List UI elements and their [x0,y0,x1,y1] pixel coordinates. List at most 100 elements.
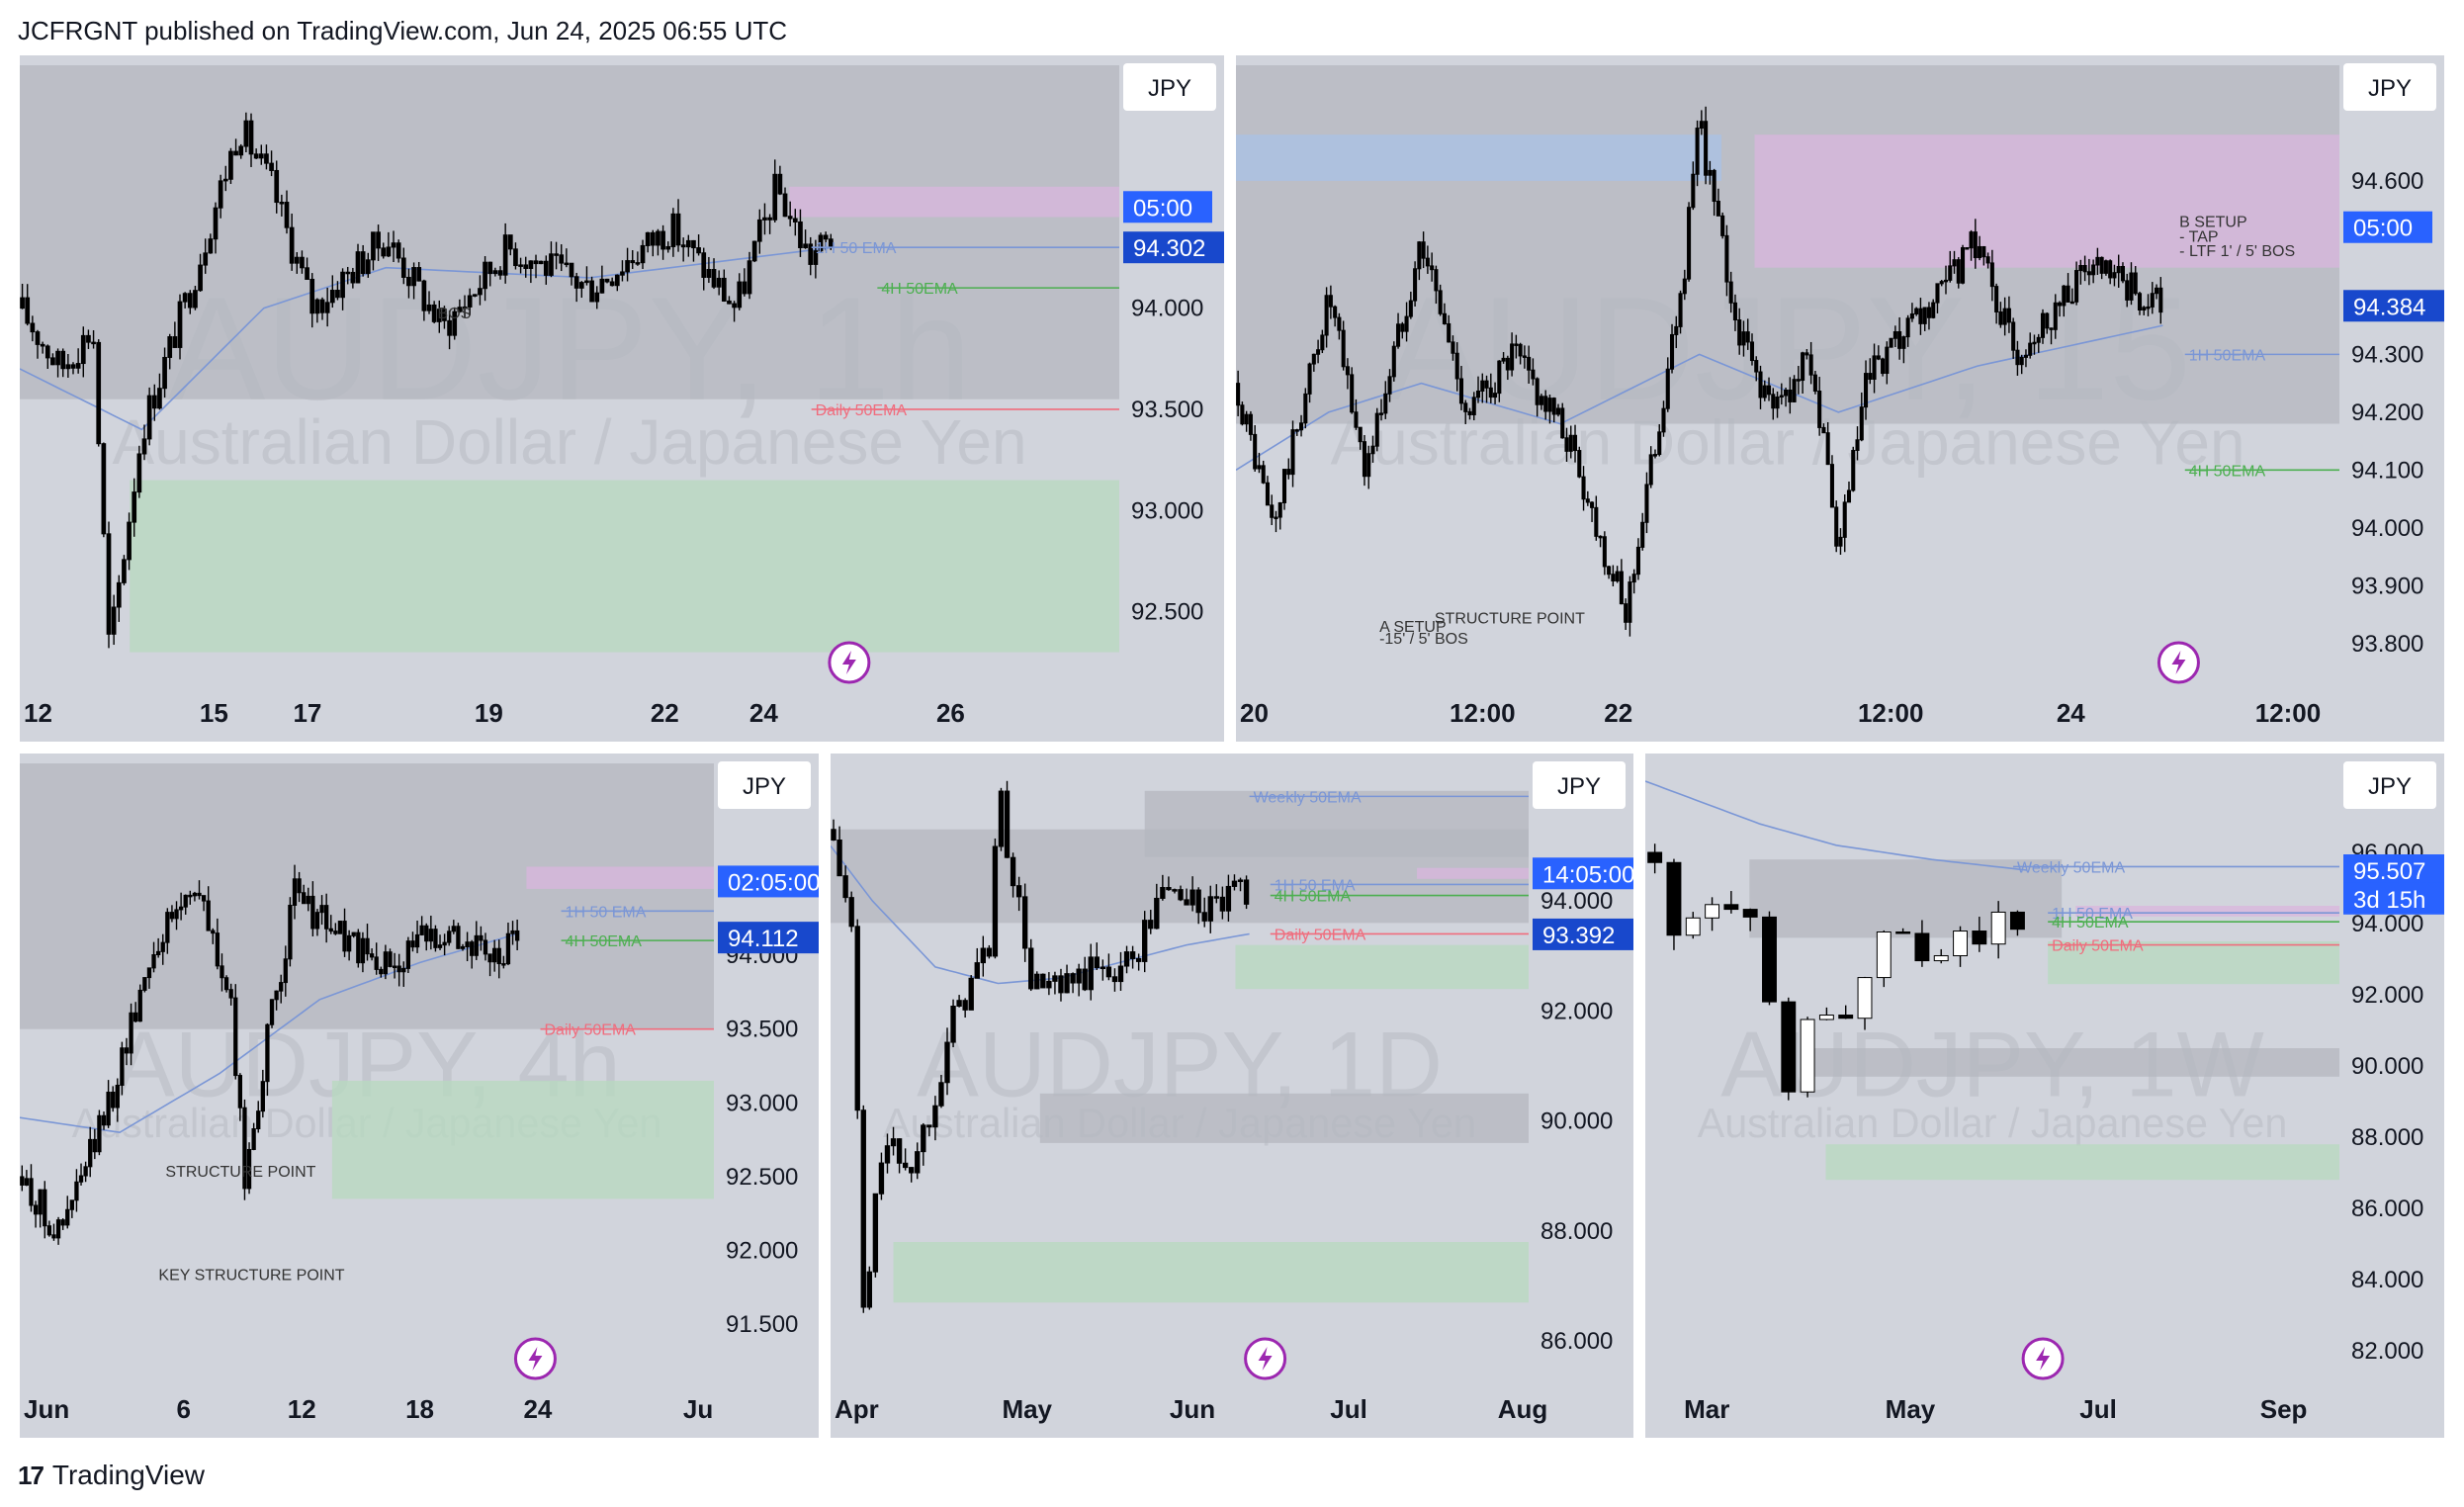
candle-body [635,262,641,265]
candle-body [146,967,152,979]
candle-body [29,1178,34,1206]
candle-body [1838,1015,1854,1019]
chart-1w[interactable]: AUDJPY, 1WAustralian Dollar / Japanese Y… [1645,754,2444,1438]
candle-body [1628,581,1632,623]
candle-body [30,322,36,333]
candle-body [206,900,211,931]
candle-body [1497,360,1502,395]
currency-button[interactable] [718,761,811,809]
price-axis[interactable]: 94.600 94.300 94.200 94.100 94.000 93.900 93.8… [2351,168,2423,658]
candle-body [1981,245,1986,258]
chart-panel-1w[interactable]: AUDJPY, 1WAustralian Dollar / Japanese Y… [1645,754,2444,1438]
candle-body [650,231,656,246]
candle-body [65,364,71,370]
candle-body [1577,450,1582,478]
candle-body [998,790,1005,847]
candle-body [487,261,493,275]
price-tag [2343,211,2432,243]
currency-button[interactable] [1533,761,1626,809]
ema-label: 4H 50EMA [566,933,643,950]
candle-body [614,274,620,287]
candle-body [40,343,45,347]
candle-body [660,230,665,250]
time-tick-label: 18 [405,1394,434,1424]
chart-panel-15m[interactable]: AUDJPY, 15Australian Dollar / Japanese Y… [1236,55,2444,742]
candle-body [300,256,305,269]
candles [1236,106,2163,637]
candle-body [383,951,389,975]
candle-body [1935,283,1940,304]
currency-button[interactable] [2343,761,2436,809]
chart-1h[interactable]: AUDJPY, 1hAustralian Dollar / Japanese Y… [20,55,1224,742]
candle-body [1812,374,1817,393]
lightning-bolt-glyph [528,1347,543,1371]
price-tick-label: 82.000 [2351,1338,2423,1365]
currency-button[interactable] [2343,63,2436,111]
candle-body [265,1023,270,1083]
candle-body [1034,973,1040,990]
time-tick-label: 22 [1604,698,1632,728]
candle-body [848,897,854,928]
candle-body [183,894,188,908]
price-axis[interactable]: 94.000 92.000 90.000 88.000 86.000 [1540,888,1613,1355]
time-tick-label: 24 [523,1394,552,1424]
candle-body [351,931,356,936]
candle-body [1712,169,1716,203]
candle-body [1070,973,1076,984]
currency-button[interactable] [1123,63,1216,111]
candles [20,864,520,1245]
candle-body [233,997,238,1077]
candle-body [1148,920,1154,930]
candle-body [630,260,636,264]
candle-body [115,1085,120,1108]
candle-body [798,221,803,248]
candle-body [1299,422,1304,431]
candle-body [2028,342,2033,356]
candle-body [1889,337,1893,348]
chart-15m[interactable]: AUDJPY, 15Australian Dollar / Japanese Y… [1236,55,2444,742]
candle-body [44,345,50,359]
candle-body [51,1234,56,1239]
candle-body [2116,265,2121,274]
candle-body [2009,911,2025,931]
candle-body [1771,394,1776,409]
candle-body [691,239,696,249]
candle-body [1989,262,1994,288]
price-tick-label: 86.000 [1540,1328,1613,1355]
candle-body [1948,265,1953,281]
candle-body [878,1162,885,1195]
candle-body [1666,861,1682,936]
candle-body [2011,321,2016,351]
candle-body [442,309,447,321]
tradingview-footer[interactable]: 17 TradingView [18,1460,205,1491]
price-axis[interactable]: 96.00094.00092.00090.00088.00086.00084.0… [2351,840,2423,1365]
candle-body [264,153,269,164]
candle-body [1058,975,1064,994]
candle-body [2066,285,2070,303]
annotation: BOS [438,306,472,322]
candle-body [400,257,406,278]
price-axis[interactable]: 94.000 93.500 93.000 92.500 [1131,296,1203,626]
candle-body [645,231,651,246]
candle-body [65,1208,70,1226]
candle-body [182,293,188,303]
candles [1647,843,2025,1101]
chart-panel-1h[interactable]: AUDJPY, 1hAustralian Dollar / Japanese Y… [20,55,1224,742]
candle-body [823,234,829,240]
candle-body [1720,215,1725,236]
candle-body [1117,965,1124,983]
candle-body [836,840,842,877]
candle-body [1320,334,1325,351]
candle-body [74,1181,79,1201]
time-tick-label: May [1886,1394,1936,1424]
candle-body [1316,349,1321,355]
candle-body [342,921,347,952]
candle-body [101,443,107,535]
candle-body [1674,325,1679,335]
time-tick-label: 6 [176,1394,190,1424]
